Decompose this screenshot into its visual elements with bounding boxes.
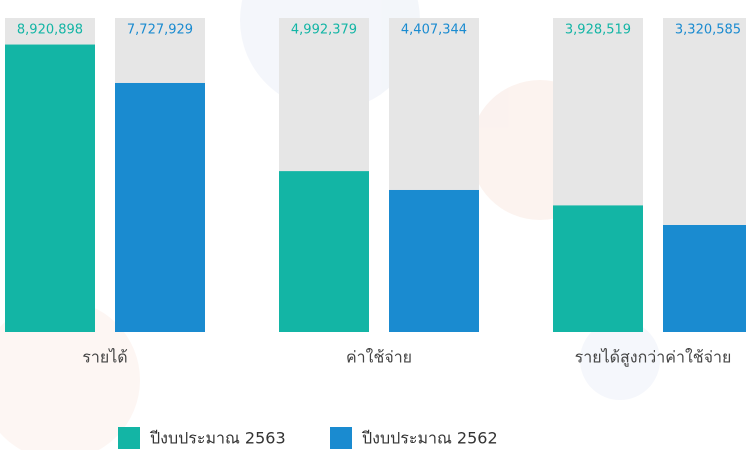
value-label: 7,727,929 [127, 23, 193, 38]
value-label: 8,920,898 [17, 23, 83, 38]
legend-label: ปีงบประมาณ 2563 [150, 429, 286, 448]
value-label: 4,992,379 [291, 23, 357, 38]
x-tick-label: ค่าใช้จ่าย [346, 348, 412, 367]
bar [663, 225, 746, 332]
bar [389, 190, 479, 332]
value-label: 3,320,585 [675, 23, 741, 38]
legend-swatch [330, 427, 352, 449]
chart: 8,920,898 7,727,929 รายได้ 4,992,379 4,407,3… [0, 0, 746, 450]
bar [553, 205, 643, 332]
page: 8,920,898 7,727,929 รายได้ 4,992,379 4,407,3… [0, 0, 746, 450]
x-tick-label: รายได้สูงกว่าค่าใช้จ่าย [575, 348, 732, 368]
x-tick-label: รายได้ [82, 348, 127, 367]
value-label: 3,928,519 [565, 23, 631, 38]
legend-swatch [118, 427, 140, 449]
legend-label: ปีงบประมาณ 2562 [362, 429, 498, 448]
bar [115, 83, 205, 332]
value-label: 4,407,344 [401, 23, 467, 38]
bar [5, 45, 95, 332]
bar [279, 171, 369, 332]
